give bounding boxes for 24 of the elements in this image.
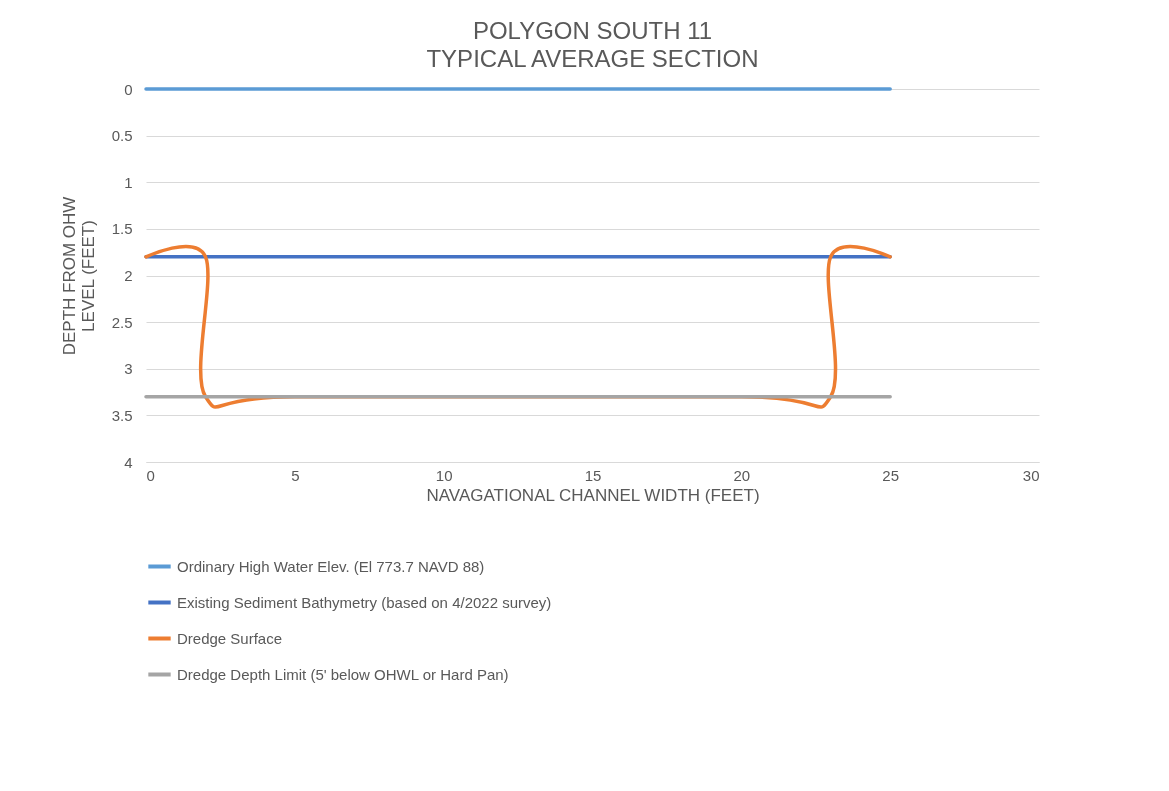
legend-label: Existing Sediment Bathymetry (based on 4/2022 survey): [177, 593, 552, 611]
x-tick-label: 20: [733, 466, 751, 484]
chart-subtitle: TYPICAL AVERAGE SECTION: [426, 45, 759, 72]
y-tick-label: 3: [124, 360, 133, 378]
y-tick-label: 2.5: [111, 313, 133, 331]
x-tick-label: 25: [882, 466, 900, 484]
y-tick-label: 0.5: [111, 127, 133, 145]
y-tick-label: 3.5: [111, 406, 133, 424]
x-tick-label: 0: [146, 466, 155, 484]
y-tick-label: 4: [124, 453, 133, 471]
x-tick-label: 30: [1022, 466, 1040, 484]
legend-label: Dredge Surface: [177, 629, 283, 647]
chart-title: POLYGON SOUTH 11: [472, 17, 713, 44]
x-tick-label: 10: [435, 466, 453, 484]
y-axis-title: DEPTH FROM OHW LEVEL (FEET): [59, 196, 98, 356]
legend-label: Ordinary High Water Elev. (El 773.7 NAVD 88): [177, 557, 485, 575]
x-tick-label: 15: [584, 466, 602, 484]
x-axis-title: NAVAGATIONAL CHANNEL WIDTH (FEET): [426, 485, 760, 505]
y-tick-label: 0: [124, 80, 133, 98]
y-tick-label: 1.5: [111, 220, 133, 238]
legend-label: Dredge Depth Limit (5' below OHWL or Hard Pan): [177, 665, 509, 683]
y-tick-label: 2: [124, 267, 133, 284]
y-tick-label: 1: [124, 173, 133, 191]
x-tick-label: 5: [291, 466, 300, 484]
